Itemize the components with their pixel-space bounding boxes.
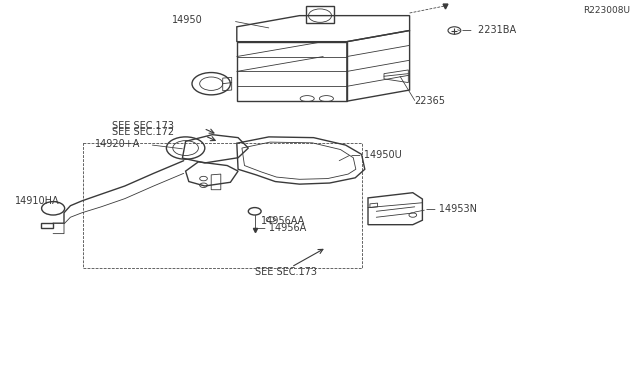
Text: 14920+A: 14920+A <box>95 140 140 149</box>
Bar <box>83 143 362 268</box>
Text: 22365: 22365 <box>415 96 445 106</box>
Text: 14956AA: 14956AA <box>261 216 305 226</box>
Text: —  2231BA: — 2231BA <box>462 25 516 35</box>
Text: SEE SEC.172: SEE SEC.172 <box>112 128 174 137</box>
Text: — 14953N: — 14953N <box>426 204 477 214</box>
Text: — 14956A: — 14956A <box>256 223 307 232</box>
Text: SEE SEC.173: SEE SEC.173 <box>255 267 317 277</box>
Text: 14910HA: 14910HA <box>15 196 60 206</box>
Text: SEE SEC.173: SEE SEC.173 <box>112 121 174 131</box>
Bar <box>306 6 334 23</box>
Text: 14950: 14950 <box>172 16 202 25</box>
Text: R223008U: R223008U <box>584 6 630 15</box>
Text: — 14950U: — 14950U <box>351 150 401 160</box>
